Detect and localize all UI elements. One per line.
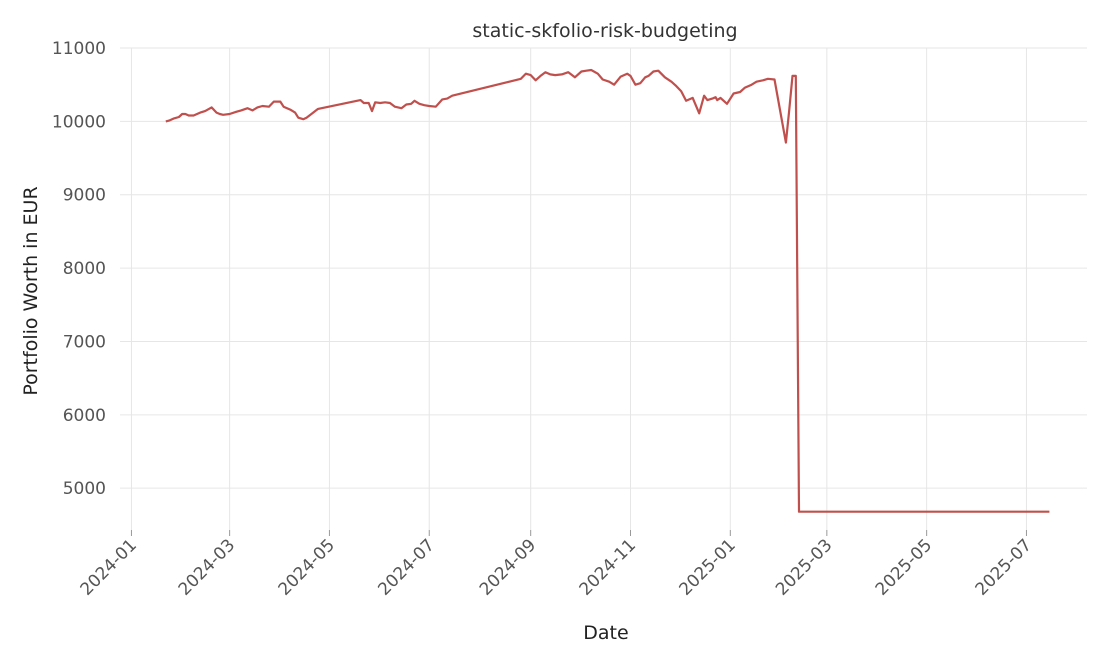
x-axis-title: Date	[583, 622, 628, 644]
x-tick-label: 2024-05	[275, 535, 339, 599]
x-tick-label: 2024-01	[77, 535, 141, 599]
y-tick-label: 9000	[63, 186, 106, 206]
chart-title: static-skfolio-risk-budgeting	[472, 20, 737, 42]
x-tick-label: 2024-09	[476, 535, 540, 599]
x-tick-label: 2024-03	[175, 535, 239, 599]
y-tick-label: 11000	[52, 39, 106, 59]
y-tick-label: 6000	[63, 406, 106, 426]
x-tick-label: 2025-05	[872, 535, 936, 599]
x-tick-label: 2024-07	[374, 535, 438, 599]
y-tick-label: 8000	[63, 259, 106, 279]
x-tick-label: 2025-07	[972, 535, 1036, 599]
y-axis-title: Portfolio Worth in EUR	[20, 186, 42, 395]
y-tick-label: 7000	[63, 332, 106, 352]
axis-ticks: 5000 6000 7000 8000 9000 10000 11000 2024-01 202…	[52, 39, 1036, 600]
y-tick-label: 5000	[63, 479, 106, 499]
x-tick-label: 2025-01	[675, 535, 739, 599]
x-tick-label: 2025-03	[772, 535, 836, 599]
grid	[120, 47, 1087, 530]
y-tick-label: 10000	[52, 112, 106, 132]
series-line	[165, 68, 1050, 513]
x-tick-label: 2024-11	[576, 535, 640, 599]
